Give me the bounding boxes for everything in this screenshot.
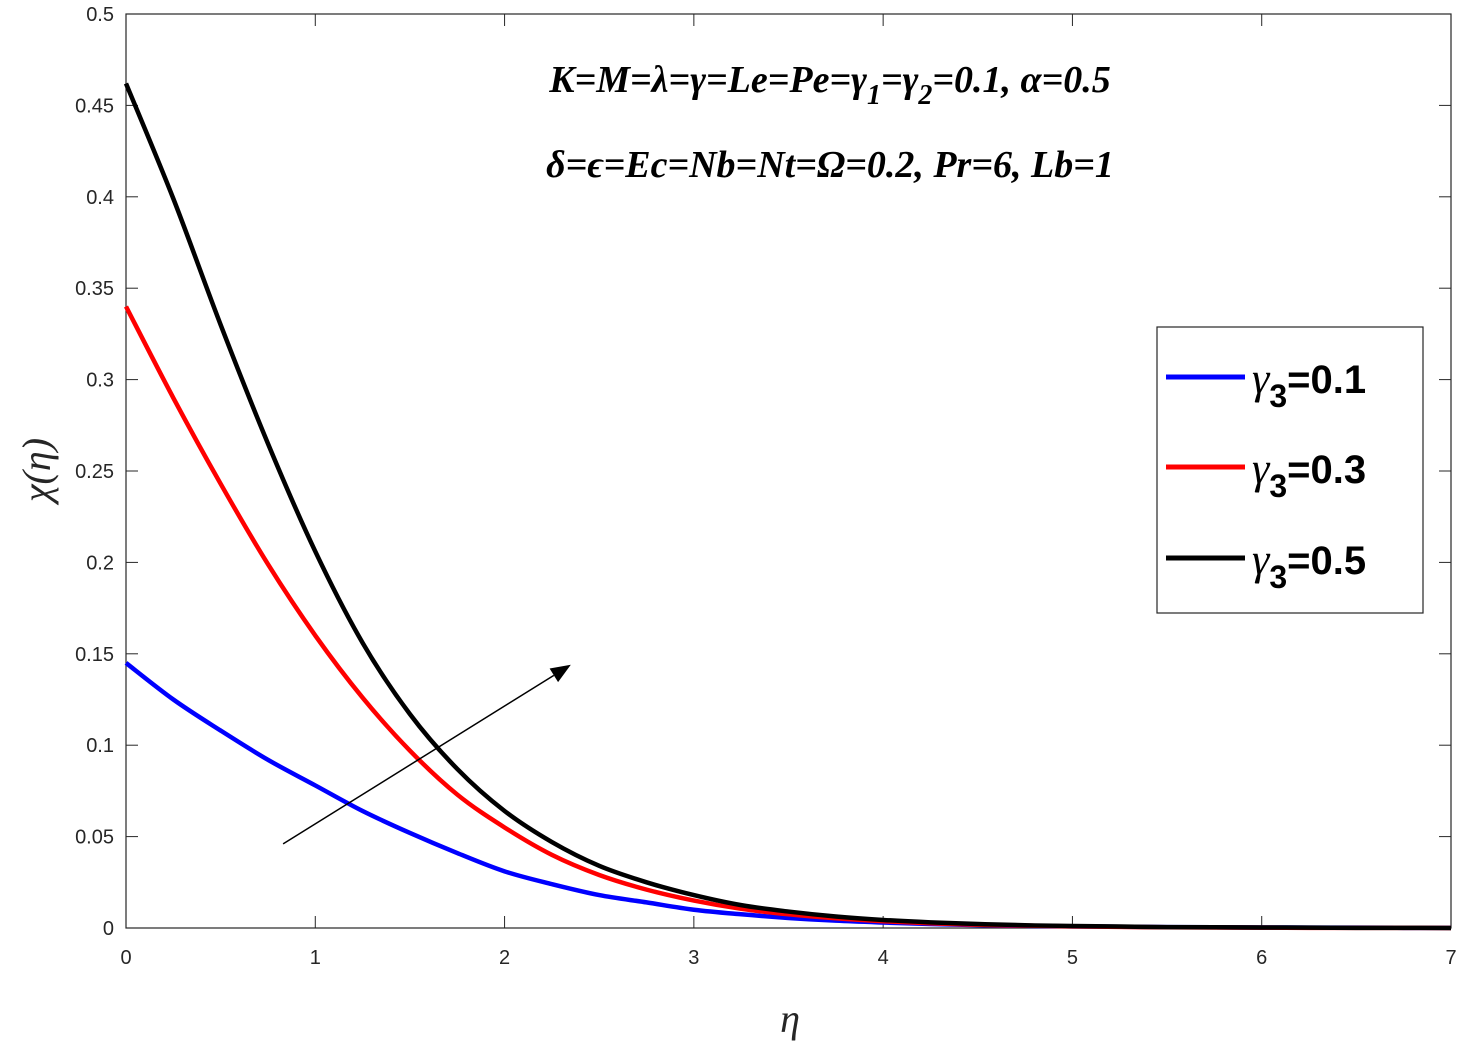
legend-label-3: γ3=0.5 (1252, 535, 1366, 595)
annotation-line-2: δ=ϵ=Ec=Nb=Nt=Ω=0.2, Pr=6, Lb=1 (546, 144, 1114, 186)
legend-label-1: γ3=0.1 (1252, 354, 1366, 414)
y-tick-label: 0.45 (75, 95, 114, 117)
plot-area: 0 1 2 3 4 5 6 7 0 0.05 0.1 0.15 0.2 0.25 0.3 0.35 0.4 0.4… (75, 4, 1457, 969)
y-tick-label: 0.35 (75, 278, 114, 300)
x-tick-label: 6 (1256, 947, 1267, 969)
y-tick-label: 0.4 (86, 187, 114, 209)
y-tick-label: 0.3 (86, 370, 114, 392)
annotation-layer: K=M=λ=γ=Le=Pe=γ1=γ2=0.1, α=0.5 δ=ϵ=Ec=Nb… (282, 59, 1114, 845)
y-tick-label: 0.1 (86, 735, 114, 757)
y-tick-label: 0.25 (75, 461, 114, 483)
legend-label-2: γ3=0.3 (1252, 444, 1366, 504)
y-tick-label: 0.2 (86, 552, 114, 574)
legend: γ3=0.1 γ3=0.3 γ3=0.5 (1156, 326, 1424, 614)
x-tick-label: 4 (878, 947, 889, 969)
x-tick-label: 2 (499, 947, 510, 969)
trend-arrow-head (549, 664, 571, 683)
series-line-1 (124, 661, 1452, 931)
x-axis-label: η (780, 996, 800, 1041)
y-tick-label: 0.5 (86, 4, 114, 26)
x-tick-label: 5 (1067, 947, 1078, 969)
y-tick-label: 0.15 (75, 644, 114, 666)
x-tick-label: 3 (688, 947, 699, 969)
x-tick-label: 7 (1445, 947, 1456, 969)
x-tick-label: 1 (310, 947, 321, 969)
axis-labels: η χ(η) (14, 438, 800, 1041)
y-tick-label: 0.05 (75, 827, 114, 849)
y-tick-label: 0 (103, 918, 114, 940)
annotation-line-1: K=M=λ=γ=Le=Pe=γ1=γ2=0.1, α=0.5 (548, 59, 1111, 111)
series-line-3 (123, 82, 1452, 931)
y-axis-label: χ(η) (14, 438, 59, 506)
trend-arrow-line (282, 674, 555, 845)
x-tick-label: 0 (120, 947, 131, 969)
